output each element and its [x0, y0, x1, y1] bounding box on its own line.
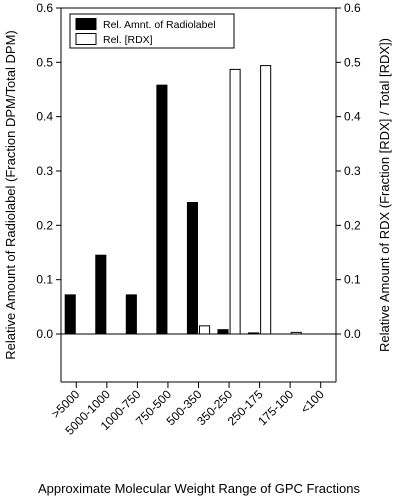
bar-radiolabel — [186, 202, 199, 335]
legend-box — [69, 13, 235, 49]
legend-label-radiolabel: Rel. Amnt. of Radiolabel — [103, 19, 216, 31]
bar-radiolabel — [248, 332, 260, 335]
y-tick-label: 0.5 — [36, 55, 53, 69]
x-axis-title: Approximate Molecular Weight Range of GP… — [38, 481, 361, 496]
y2-tick-label: 0.3 — [344, 164, 361, 178]
y2-tick-label: 0.2 — [344, 218, 361, 232]
bar-radiolabel — [64, 294, 76, 335]
bar-rdx — [229, 68, 241, 335]
left-y-ticks: 0.0 0.1 0.2 0.3 0.4 0.5 0.6 — [36, 1, 61, 341]
y-tick-label: 0.3 — [36, 164, 53, 178]
y2-tick-label: 0.5 — [344, 55, 361, 69]
y2-tick-label: 0.1 — [344, 273, 361, 287]
legend-swatch-radiolabel — [75, 18, 97, 30]
bar-rdx — [199, 325, 211, 335]
x-ticks: >50005000-10001000-750750-500500-350350-… — [49, 382, 327, 438]
y2-tick-label: 0.4 — [344, 110, 361, 124]
y-tick-label: 0.6 — [36, 1, 53, 15]
bar-radiolabel — [125, 294, 137, 335]
y-tick-label: 0.2 — [36, 218, 53, 232]
bar-rdx — [290, 331, 302, 335]
bars — [64, 65, 302, 335]
y2-axis-title: Relative Amount of RDX (Fraction [RDX] /… — [377, 38, 392, 352]
legend-swatch-rdx — [75, 33, 97, 45]
y-tick-label: 0.0 — [36, 327, 53, 341]
right-y-ticks: 0.0 0.1 0.2 0.3 0.4 0.5 0.6 — [336, 1, 361, 341]
bar-radiolabel — [217, 329, 229, 335]
y-axis-title: Relative Amount of Radiolabel (Fraction … — [3, 30, 18, 359]
y2-tick-label: 0.6 — [344, 1, 361, 15]
y2-tick-label: 0.0 — [344, 327, 361, 341]
legend-label-rdx: Rel. [RDX] — [103, 34, 153, 46]
bar-radiolabel — [156, 84, 168, 335]
bar-radiolabel — [95, 254, 107, 335]
x-tick-label: <100 — [298, 387, 327, 416]
y-tick-label: 0.4 — [36, 110, 53, 124]
bar-rdx — [260, 65, 272, 335]
legend: Rel. Amnt. of Radiolabel Rel. [RDX] — [69, 13, 235, 49]
y-tick-label: 0.1 — [36, 273, 53, 287]
